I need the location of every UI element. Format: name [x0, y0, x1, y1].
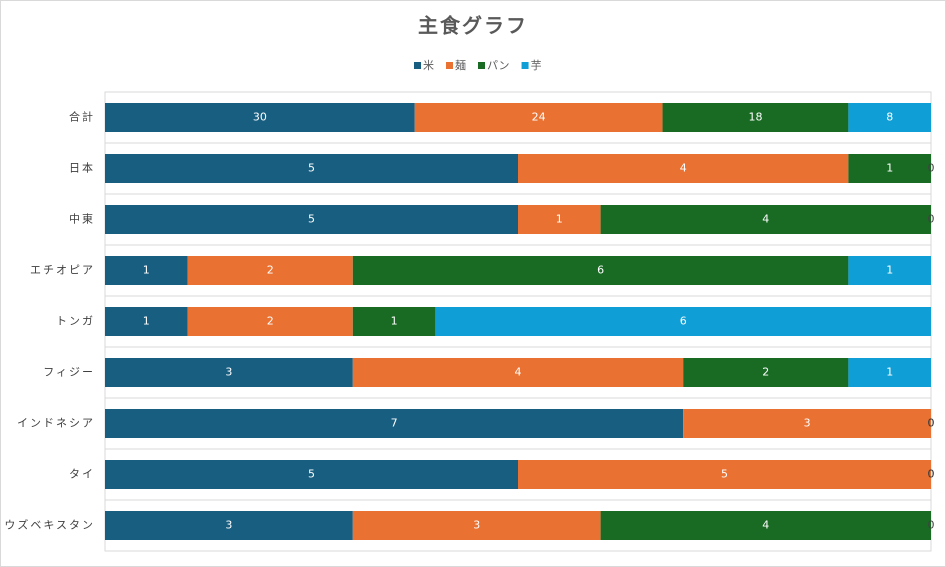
data-label: 24: [532, 111, 546, 124]
data-label: 2: [267, 264, 274, 277]
data-label: 4: [762, 519, 769, 532]
y-tick-label: インドネシア: [17, 417, 95, 430]
bar-segment: [352, 256, 849, 285]
bar-segment: [187, 256, 353, 285]
data-label: 30: [253, 111, 267, 124]
bar-segment: [683, 409, 931, 438]
bar-segment: [105, 205, 518, 234]
data-label: 0: [928, 519, 935, 532]
bar-segment: [414, 103, 663, 132]
legend-swatch: [521, 62, 529, 69]
bar-segment: [435, 307, 931, 336]
y-tick-label: ウズベキスタン: [4, 518, 95, 532]
data-label: 1: [391, 315, 398, 328]
data-label: 4: [515, 366, 522, 379]
legend-swatch: [414, 62, 421, 69]
bar-segment: [105, 154, 518, 183]
data-label: 3: [225, 366, 232, 379]
bar-segment: [848, 154, 931, 183]
bar-segment: [105, 103, 415, 132]
legend-label: 麺: [455, 59, 466, 72]
bar-segment: [105, 307, 188, 336]
data-label: 0: [928, 417, 935, 430]
data-label: 6: [597, 264, 604, 277]
data-label: 2: [267, 315, 274, 328]
y-tick-label: 中東: [69, 213, 95, 226]
bar-segment: [683, 358, 849, 387]
data-label: 0: [928, 468, 935, 481]
data-label: 0: [928, 213, 935, 226]
bar-segment: [600, 205, 931, 234]
data-label: 7: [391, 417, 398, 430]
y-tick-label: トンガ: [56, 315, 95, 328]
legend-label: 芋: [531, 59, 542, 72]
data-label: 1: [143, 264, 150, 277]
legend-label: 米: [423, 59, 434, 72]
data-label: 1: [886, 366, 893, 379]
chart-title: 主食グラフ: [418, 14, 528, 38]
bar-segment: [518, 154, 849, 183]
data-label: 5: [721, 468, 728, 481]
bar-segment: [848, 358, 931, 387]
data-label: 3: [804, 417, 811, 430]
bar-segment: [352, 358, 684, 387]
legend-label: パン: [487, 59, 510, 72]
data-label: 1: [556, 213, 563, 226]
y-tick-label: フィジー: [43, 366, 95, 379]
bar-segment: [352, 511, 601, 540]
data-label: 4: [680, 162, 687, 175]
bar-segment: [848, 256, 931, 285]
y-tick-label: エチオピア: [30, 264, 95, 277]
bar-segment: [187, 307, 353, 336]
bar-segment: [848, 103, 931, 132]
data-label: 3: [225, 519, 232, 532]
data-label: 0: [928, 162, 935, 175]
bar-segment: [105, 460, 518, 489]
data-label: 2: [762, 366, 769, 379]
bar-segment: [105, 358, 353, 387]
data-label: 1: [886, 162, 893, 175]
data-label: 5: [308, 213, 315, 226]
y-tick-label: 合計: [69, 110, 95, 124]
bar-segment: [518, 205, 601, 234]
bar-segment: [105, 409, 684, 438]
data-label: 1: [886, 264, 893, 277]
legend-swatch: [478, 62, 485, 69]
data-label: 18: [748, 111, 762, 124]
data-label: 6: [680, 315, 687, 328]
data-label: 5: [308, 468, 315, 481]
bar-segment: [105, 256, 188, 285]
y-tick-label: タイ: [69, 468, 95, 481]
data-label: 3: [473, 519, 480, 532]
data-label: 1: [143, 315, 150, 328]
data-label: 4: [762, 213, 769, 226]
data-label: 0: [928, 468, 935, 481]
data-label: 0: [928, 417, 935, 430]
bar-segment: [662, 103, 849, 132]
bar-segment: [352, 307, 436, 336]
data-label: 5: [308, 162, 315, 175]
bar-segment: [518, 460, 931, 489]
y-tick-label: 日本: [69, 161, 95, 175]
legend-swatch: [446, 62, 453, 69]
data-label: 8: [886, 111, 893, 124]
bar-segment: [105, 511, 353, 540]
bar-segment: [600, 511, 931, 540]
